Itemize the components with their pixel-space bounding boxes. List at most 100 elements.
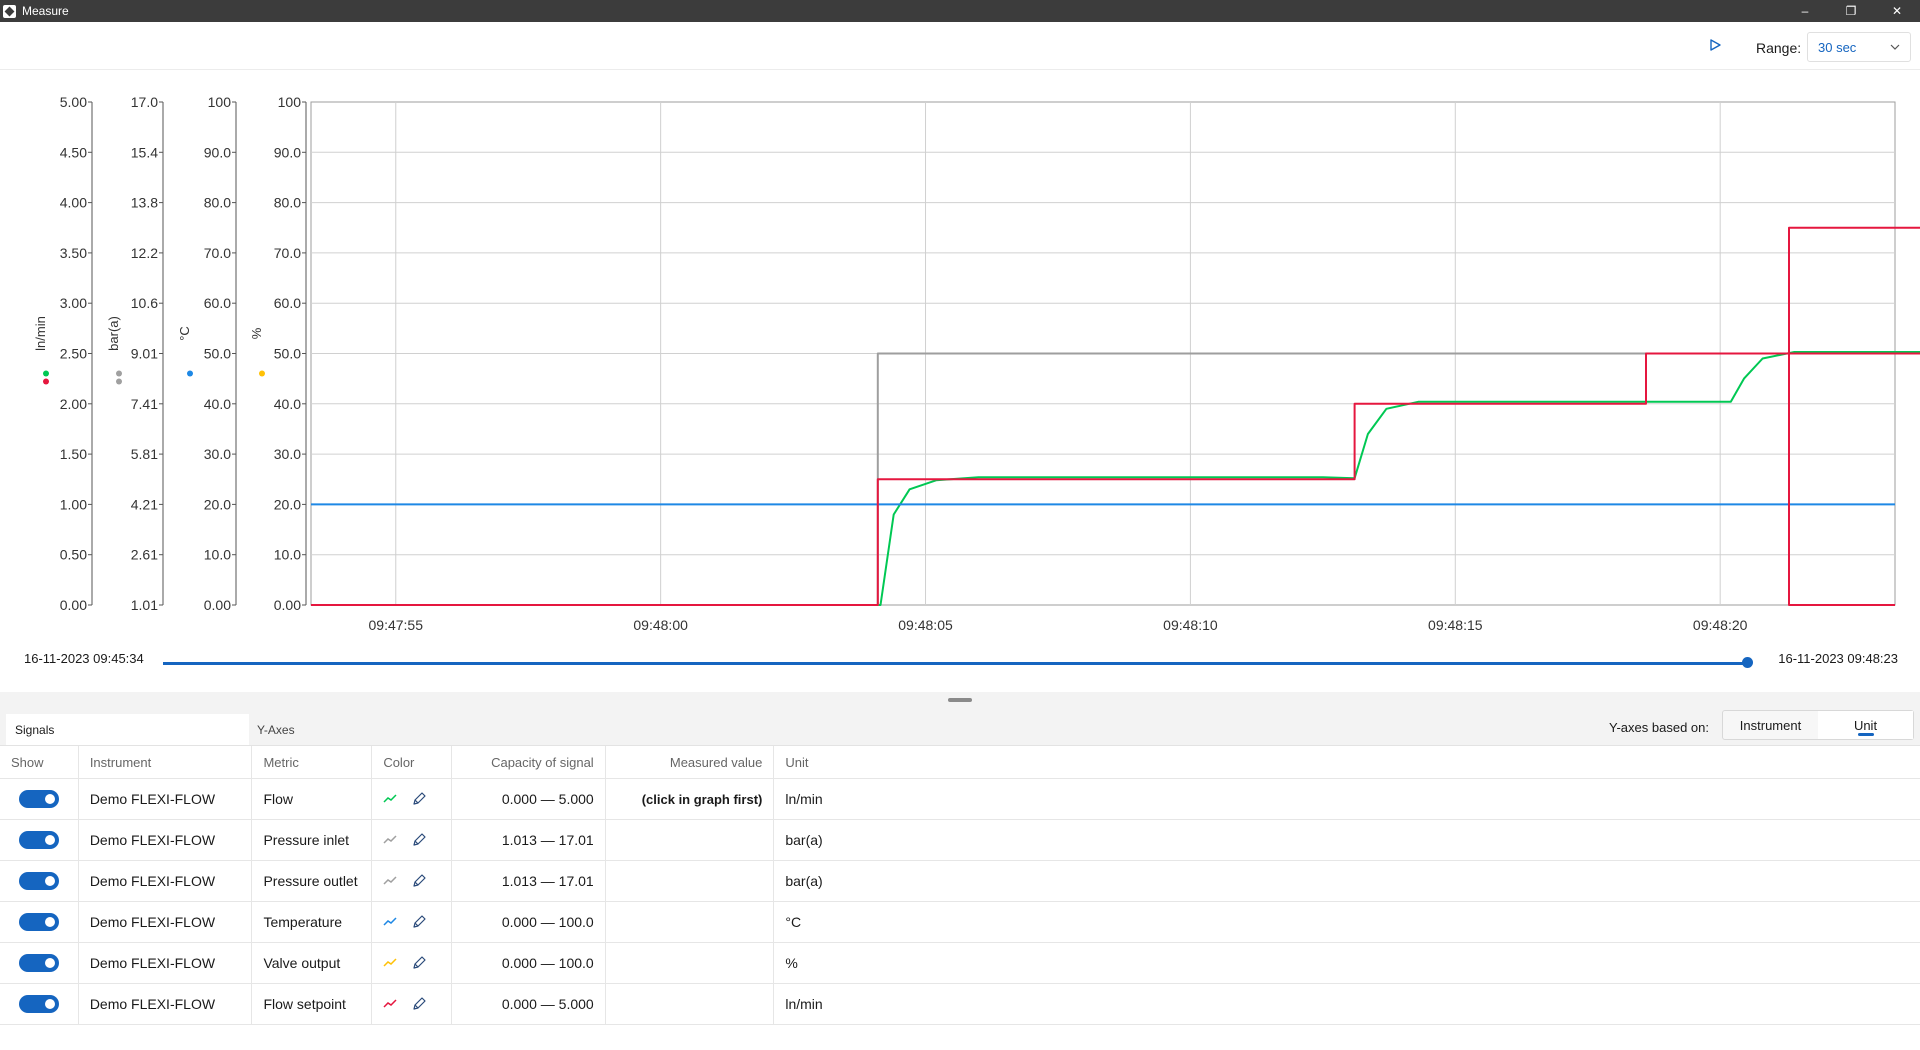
y-tick-label: 80.0 [274,195,301,211]
color-cell [371,778,453,820]
show-toggle[interactable] [19,790,59,808]
edit-pencil-icon[interactable] [411,832,427,848]
range-label: Range: [1756,40,1802,56]
col-metric: Metric [251,746,373,779]
show-cell [0,983,79,1025]
table-row: Demo FLEXI-FLOW Flow 0.000 — 5.000 (click i… [0,778,1920,820]
unit-cell: bar(a) [773,860,1920,902]
y-tick-label: 2.00 [60,396,87,412]
instrument-cell: Demo FLEXI-FLOW [78,901,253,943]
show-toggle[interactable] [19,831,59,849]
x-tick-label: 09:47:55 [369,617,424,633]
x-tick-label: 09:48:15 [1428,617,1483,633]
y-axes-based-on-toggle[interactable]: Instrument Unit [1722,710,1914,740]
minimize-icon[interactable]: – [1801,4,1809,18]
y-tick-label: 70.0 [274,245,301,261]
legend-dot [259,370,265,377]
col-unit: Unit [773,746,1920,779]
edit-pencil-icon[interactable] [411,873,427,889]
range-value: 30 sec [1818,39,1857,55]
show-toggle[interactable] [19,995,59,1013]
table-row: Demo FLEXI-FLOW Pressure outlet 1.013 — 17… [0,860,1920,902]
show-cell [0,819,79,861]
y-tick-label: 20.0 [204,496,231,512]
line-color-icon [383,876,397,885]
y-tick-label: 1.00 [60,496,87,512]
table-row: Demo FLEXI-FLOW Pressure inlet 1.013 — 17.… [0,819,1920,861]
play-icon [1710,39,1721,51]
color-cell [371,819,453,861]
range-dropdown[interactable]: 30 sec [1807,32,1911,62]
y-tick-label: 2.61 [131,547,158,563]
edit-pencil-icon[interactable] [411,914,427,930]
y-tick-label: 0.00 [274,597,301,613]
legend-dot [187,370,193,377]
y-tick-label: 2.50 [60,346,87,362]
option-unit[interactable]: Unit [1818,711,1913,739]
y-tick-label: 9.01 [131,346,158,362]
color-cell [371,983,453,1025]
y-tick-label: 7.41 [131,396,158,412]
unit-cell: ln/min [773,983,1920,1025]
line-color-icon [383,794,397,803]
capacity-cell: 0.000 — 100.0 [451,942,606,984]
show-cell [0,901,79,943]
x-axis: 09:47:55 09:48:00 09:48:05 09:48:10 09:48:15… [369,617,1748,633]
show-toggle[interactable] [19,913,59,931]
restore-icon[interactable]: ❐ [1845,4,1857,18]
show-toggle[interactable] [19,954,59,972]
metric-cell: Flow setpoint [251,983,373,1025]
table-row: Demo FLEXI-FLOW Valve output 0.000 — 100.0… [0,942,1920,984]
time-slider-track[interactable] [163,662,1747,665]
metric-cell: Flow [251,778,373,820]
y-tick-label: 40.0 [204,396,231,412]
metric-cell: Pressure outlet [251,860,373,902]
edit-pencil-icon[interactable] [411,791,427,807]
y-axis-unit-label: bar(a) [106,316,121,351]
y-axes: 5.00 4.50 4.00 3.50 3.00 2.50 2.00 1.50 1.00 0.50… [33,94,307,613]
time-range-end: 16-11-2023 09:48:23 [1778,651,1898,666]
show-toggle[interactable] [19,872,59,890]
col-show: Show [0,746,79,779]
edit-pencil-icon[interactable] [411,955,427,971]
instrument-cell: Demo FLEXI-FLOW [78,942,253,984]
metric-cell: Pressure inlet [251,819,373,861]
metric-cell: Valve output [251,942,373,984]
x-tick-label: 09:48:00 [633,617,688,633]
measurement-chart[interactable]: 5.00 4.50 4.00 3.50 3.00 2.50 2.00 1.50 1.00 0.50… [0,69,1920,644]
option-instrument[interactable]: Instrument [1739,717,1802,733]
unit-cell: ln/min [773,778,1920,820]
close-icon[interactable]: ✕ [1891,4,1903,18]
measured-value-cell [605,819,775,861]
y-tick-label: 0.50 [60,547,87,563]
play-button[interactable] [1706,36,1724,54]
splitter-grip-icon[interactable] [948,698,972,702]
y-tick-label: 13.8 [131,195,158,211]
instrument-cell: Demo FLEXI-FLOW [78,778,253,820]
color-cell [371,860,453,902]
line-color-icon [383,999,397,1008]
tab-y-axes[interactable]: Y-Axes [257,722,295,737]
y-tick-label: 40.0 [274,396,301,412]
y-tick-label: 3.50 [60,245,87,261]
y-tick-label: 4.00 [60,195,87,211]
y-tick-label: 4.50 [60,144,87,160]
y-tick-label: 3.00 [60,295,87,311]
y-tick-label: 5.00 [60,94,87,110]
panel-splitter[interactable] [0,692,1920,710]
show-cell [0,778,79,820]
legend-dot [43,370,49,377]
time-slider-thumb[interactable] [1742,657,1753,668]
plot-area[interactable] [310,101,1920,606]
y-tick-label: 90.0 [274,144,301,160]
col-measured-value: Measured value [605,746,775,779]
title-bar: Measure – ❐ ✕ [0,0,1920,22]
capacity-cell: 1.013 — 17.01 [451,819,606,861]
tab-signals[interactable]: Signals [6,714,249,745]
y-tick-label: 10.0 [274,547,301,563]
line-color-icon [383,917,397,926]
series-line-flow-setpoint [311,226,1920,606]
table-row: Demo FLEXI-FLOW Flow setpoint 0.000 — 5.00… [0,983,1920,1025]
edit-pencil-icon[interactable] [411,996,427,1012]
y-tick-label: 4.21 [131,496,158,512]
